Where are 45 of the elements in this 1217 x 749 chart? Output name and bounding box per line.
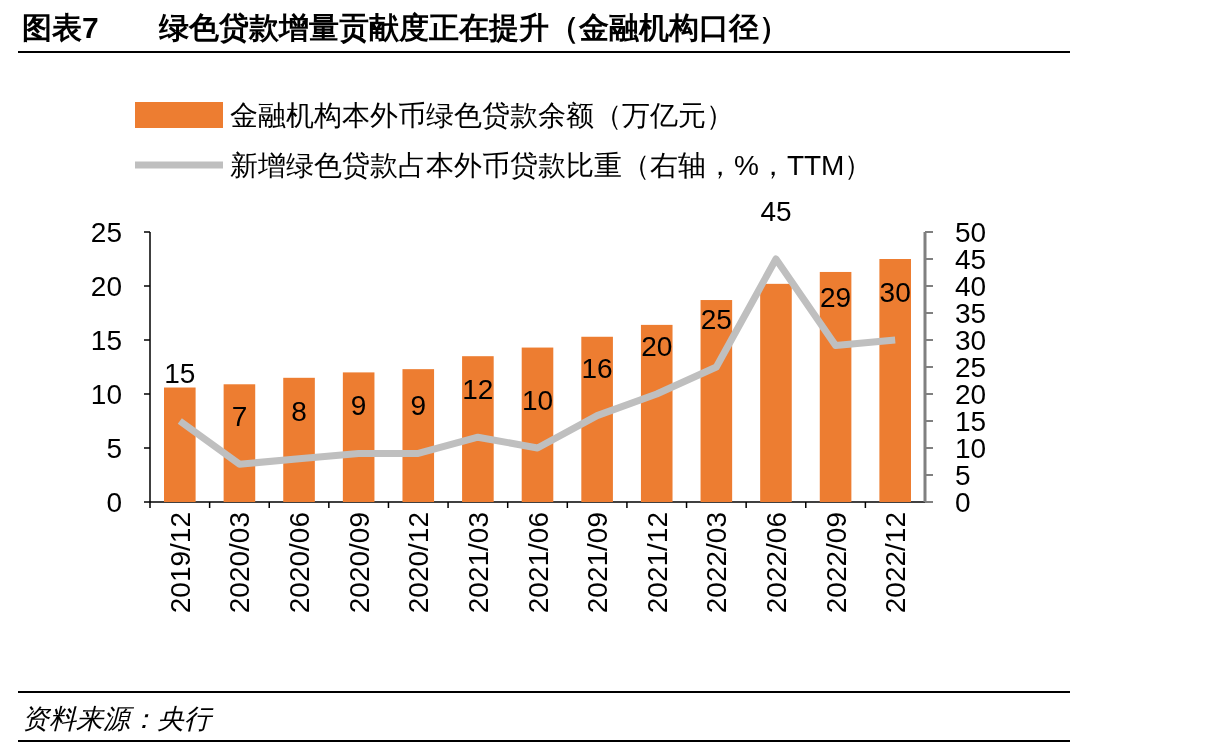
data-label: 7 xyxy=(231,401,248,433)
x-tick-label: 2020/03 xyxy=(224,512,256,614)
x-tick-label: 2020/12 xyxy=(403,512,435,614)
bar xyxy=(581,336,613,502)
bar xyxy=(283,377,315,502)
data-label: 15 xyxy=(164,358,196,389)
bar xyxy=(402,369,435,502)
legend-label: 新增绿色贷款占本外币贷款比重（右轴，%，TTM） xyxy=(230,150,873,181)
chart-title: 图表7 绿色贷款增量贡献度正在提升（金融机构口径） xyxy=(22,11,789,45)
data-label: 29 xyxy=(820,282,852,314)
data-label: 20 xyxy=(641,331,673,362)
data-label: 45 xyxy=(760,196,792,227)
bar xyxy=(879,259,911,502)
y-tick-label: 20 xyxy=(90,271,122,302)
bar xyxy=(462,356,494,502)
x-tick-label: 2021/12 xyxy=(641,512,673,614)
text: 资料来源：央行 xyxy=(22,704,214,734)
data-label: 16 xyxy=(581,352,613,384)
data-label: 25 xyxy=(700,304,732,335)
x-tick-label: 2021/03 xyxy=(462,512,494,614)
x-tick-label: 2019/12 xyxy=(164,512,196,614)
y-tick-label: 15 xyxy=(90,325,122,356)
x-tick-label: 2021/09 xyxy=(582,512,614,614)
x-tick-label: 2020/06 xyxy=(284,512,316,614)
x-tick-label: 2022/12 xyxy=(880,512,912,614)
bar xyxy=(640,324,673,502)
bar xyxy=(760,283,792,502)
legend-label: 金融机构本外币绿色贷款余额（万亿元） xyxy=(230,100,734,131)
x-tick-label: 2020/09 xyxy=(343,512,375,614)
bar xyxy=(819,271,852,502)
y-tick-label: 5 xyxy=(106,433,122,464)
x-tick-label: 2022/03 xyxy=(701,512,733,614)
y-tick-label: 0 xyxy=(106,487,122,518)
y-tick-label: 10 xyxy=(90,379,122,410)
data-label: 9 xyxy=(350,390,367,422)
bar xyxy=(164,387,196,502)
data-label: 12 xyxy=(462,374,494,406)
data-label: 30 xyxy=(879,277,911,308)
data-label: 10 xyxy=(521,385,554,416)
y-tick-label: 25 xyxy=(90,217,122,248)
data-label: 8 xyxy=(291,395,307,427)
x-tick-label: 2022/09 xyxy=(820,512,852,614)
x-tick-label: 2022/06 xyxy=(760,512,792,614)
data-label: 9 xyxy=(410,390,427,422)
x-tick-label: 2021/06 xyxy=(522,512,554,614)
